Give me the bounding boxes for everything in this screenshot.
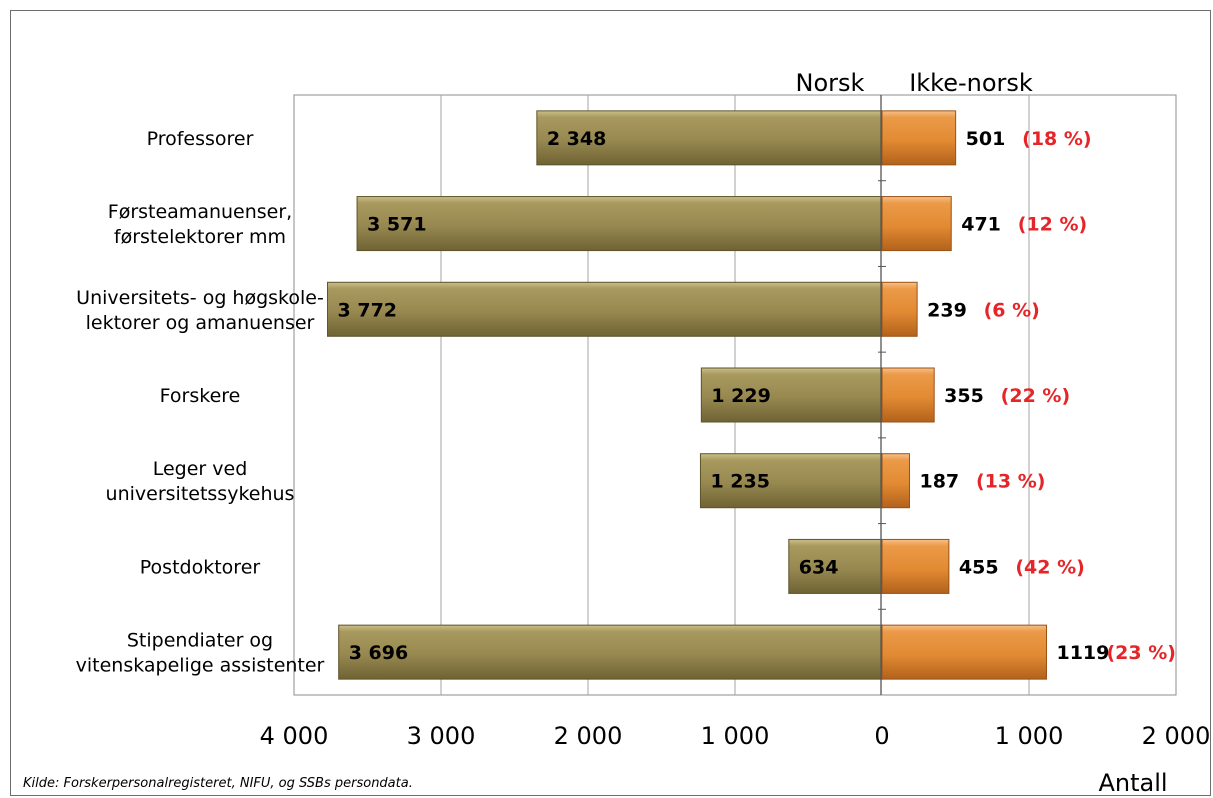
bar-norsk	[536, 110, 883, 166]
category-label: Leger ved	[153, 458, 248, 480]
data-label-share: (13 %)	[976, 471, 1045, 493]
gridlines	[440, 95, 1030, 695]
x-axis-label: Antall	[1098, 769, 1167, 797]
category-labels: Professorer Førsteamanuenser, førstelektor…	[76, 128, 325, 677]
x-tick-label: 1 000	[995, 722, 1064, 750]
x-tick-label: 4 000	[260, 722, 329, 750]
header-ikke-norsk: Ikke-norsk	[909, 69, 1033, 97]
bar-ikke-norsk	[881, 453, 910, 509]
x-tick-label: 1 000	[701, 722, 770, 750]
category-label: Postdoktorer	[140, 556, 261, 578]
x-tick-label: 2 000	[1142, 722, 1211, 750]
chart-frame	[10, 10, 1211, 796]
data-label-ikke-norsk: 187	[919, 471, 959, 493]
bar-ikke-norsk	[881, 110, 957, 166]
x-tick-labels: 4 000 3 000 2 000 1 000 0 1 000 2 000	[260, 722, 1211, 750]
bar-norsk	[327, 281, 883, 337]
bar-norsk	[788, 538, 883, 594]
y-axis-ticks	[878, 180, 886, 610]
data-label-ikke-norsk: 355	[944, 385, 984, 407]
category-label: Universitets- og høgskole-	[76, 287, 324, 309]
category-label: lektorer og amanuenser	[86, 312, 315, 334]
bars	[327, 110, 1047, 680]
bar-norsk	[356, 196, 883, 252]
category-label: vitenskapelige assistenter	[76, 655, 325, 677]
bar-norsk	[700, 367, 883, 423]
data-label-norsk: 2 348	[547, 128, 607, 150]
data-label-ikke-norsk: 501	[966, 128, 1006, 150]
x-tick-label: 3 000	[407, 722, 476, 750]
data-label-share: (6 %)	[984, 299, 1040, 321]
data-label-share: (22 %)	[1001, 385, 1070, 407]
category-label: Stipendiater og	[127, 630, 273, 652]
category-label: Professorer	[147, 128, 254, 150]
category-label: Forskere	[160, 385, 241, 407]
bar-ikke-norsk	[881, 281, 918, 337]
data-label-ikke-norsk: 1119	[1056, 642, 1109, 664]
bar-ikke-norsk	[881, 624, 1047, 680]
data-label-norsk: 1 229	[711, 385, 771, 407]
data-label-norsk: 3 772	[338, 299, 398, 321]
data-label-share: (42 %)	[1015, 556, 1084, 578]
data-label-norsk: 3 571	[367, 214, 427, 236]
data-label-norsk: 1 235	[710, 471, 770, 493]
x-tick-label: 0	[874, 722, 889, 750]
data-label-norsk: 634	[799, 556, 839, 578]
data-label-ikke-norsk: 471	[961, 214, 1001, 236]
data-label-share: (23 %)	[1106, 642, 1175, 664]
data-label-share: (18 %)	[1022, 128, 1091, 150]
bar-ikke-norsk	[881, 538, 950, 594]
data-labels: 2 348 501 (18 %) 3 571 471 (12 %) 3 772 239 (6 %…	[338, 128, 1176, 664]
data-label-ikke-norsk: 239	[927, 299, 967, 321]
category-label: Førsteamanuenser,	[108, 201, 292, 223]
header-norsk: Norsk	[796, 69, 865, 97]
category-label: førstelektorer mm	[114, 226, 286, 248]
bar-norsk	[338, 624, 883, 680]
x-tick-label: 2 000	[554, 722, 623, 750]
bar-norsk	[699, 453, 883, 509]
bar-ikke-norsk	[881, 367, 935, 423]
data-label-share: (12 %)	[1018, 214, 1087, 236]
category-label: universitetssykehus	[106, 483, 295, 505]
data-label-norsk: 3 696	[349, 642, 409, 664]
bar-ikke-norsk	[881, 196, 952, 252]
data-label-ikke-norsk: 455	[959, 556, 999, 578]
source-note: Kilde: Forskerpersonalregisteret, NIFU, …	[23, 776, 413, 791]
